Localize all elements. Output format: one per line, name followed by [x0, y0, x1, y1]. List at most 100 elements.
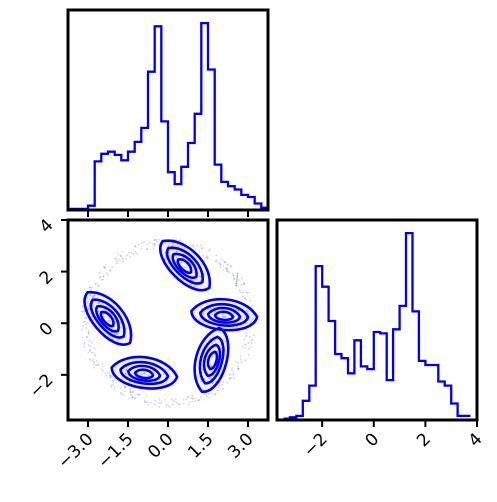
scatter-point — [111, 337, 113, 340]
scatter-point — [87, 332, 90, 335]
scatter-point — [113, 379, 116, 381]
scatter-point — [236, 279, 238, 281]
scatter-point — [210, 393, 213, 395]
scatter-point — [98, 271, 101, 274]
scatter-point — [200, 380, 203, 383]
scatter-point — [129, 390, 132, 392]
scatter-point — [227, 270, 230, 273]
scatter-point — [240, 284, 243, 286]
scatter-point — [199, 279, 202, 282]
contour-level-3 — [176, 258, 193, 275]
scatter-point — [93, 366, 95, 369]
scatter-point — [129, 391, 131, 393]
scatter-point — [174, 245, 177, 247]
scatter-point — [237, 309, 239, 312]
scatter-point — [216, 389, 219, 392]
scatter-point — [202, 254, 205, 257]
scatter-point — [96, 289, 98, 292]
scatter-point — [172, 242, 174, 244]
scatter-point — [119, 254, 122, 257]
scatter-point — [243, 346, 246, 349]
scatter-point — [160, 402, 162, 404]
scatter-point — [224, 260, 227, 263]
scatter-point — [221, 315, 224, 318]
contour-level-3 — [133, 368, 155, 380]
scatter-xy-panel: −3.0−1.5 0.0 1.5 3.0 −2 0 2 4 — [26, 215, 270, 473]
scatter-point — [227, 263, 230, 266]
scatter-point — [242, 295, 245, 297]
scatter-point — [168, 242, 171, 245]
scatter-point — [122, 258, 124, 260]
scatter-point — [111, 375, 113, 378]
scatter-point — [208, 318, 210, 321]
scatter-point — [124, 386, 127, 389]
hist-y-tick-label-1: 0 — [362, 429, 384, 451]
scatter-point — [121, 260, 124, 263]
scatter-point — [87, 352, 90, 355]
scatter-point — [105, 272, 108, 274]
hist-x-panel — [66, 8, 270, 217]
scatter-point — [119, 326, 122, 329]
scatter-point — [183, 247, 186, 250]
scatter-point — [82, 321, 85, 323]
scatter-point — [109, 320, 111, 323]
scatter-point — [156, 240, 159, 243]
scatter-point — [143, 372, 145, 375]
scatter-point — [196, 244, 199, 247]
scatter-point — [224, 262, 227, 264]
scatter-point — [88, 358, 91, 360]
scatter-point — [130, 396, 133, 399]
scatter-point — [177, 244, 179, 247]
scatter-point — [229, 377, 232, 380]
scatter-point — [245, 334, 248, 337]
scatter-point — [191, 400, 194, 403]
scatter-point — [130, 394, 132, 397]
scatter-point — [89, 359, 91, 361]
scatter-point — [101, 363, 104, 365]
scatter-point — [243, 316, 246, 319]
contour-level-0 — [83, 291, 133, 346]
scatter-point — [245, 310, 248, 313]
scatter-point — [175, 256, 178, 258]
scatter-point — [206, 395, 209, 398]
scatter-point — [102, 275, 105, 278]
scatter-point — [111, 380, 114, 382]
scatter-point — [111, 266, 114, 269]
scatter-point — [117, 339, 119, 342]
scatter-point — [244, 344, 247, 346]
scatter-point — [93, 361, 96, 363]
hist-y-steps — [283, 231, 471, 420]
scatter-point — [180, 261, 183, 264]
scatter-point — [172, 244, 175, 247]
scatter-point — [148, 241, 151, 244]
scatter-point — [87, 307, 90, 310]
scatter-point — [246, 309, 248, 312]
scatter-point — [236, 277, 239, 279]
scatter-point — [241, 345, 244, 348]
scatter-point — [93, 294, 96, 297]
hist-y-tick-label-3: 4 — [465, 429, 487, 451]
scatter-point — [93, 347, 96, 350]
scatter-point — [97, 284, 99, 287]
scatter-point — [81, 329, 83, 332]
scatter-point — [191, 279, 194, 282]
scatter-point — [221, 259, 224, 261]
scatter-point — [130, 391, 132, 394]
scatter-point — [235, 282, 238, 285]
scatter-point — [233, 278, 236, 280]
scatter-point — [225, 267, 228, 270]
scatter-point — [187, 395, 190, 398]
scatter-point — [109, 374, 111, 377]
scatter-point — [90, 288, 93, 291]
scatter-point — [134, 250, 137, 253]
scatter-point — [91, 341, 93, 344]
scatter-point — [199, 319, 201, 322]
scatter-point — [129, 256, 131, 258]
scatter-point — [146, 248, 148, 251]
contour-group-0 — [159, 239, 212, 292]
scatter-point — [85, 316, 88, 319]
scatter-point — [137, 372, 140, 375]
scatter-point — [106, 274, 109, 276]
scatter-point — [192, 246, 195, 248]
scatter-point — [103, 308, 106, 311]
